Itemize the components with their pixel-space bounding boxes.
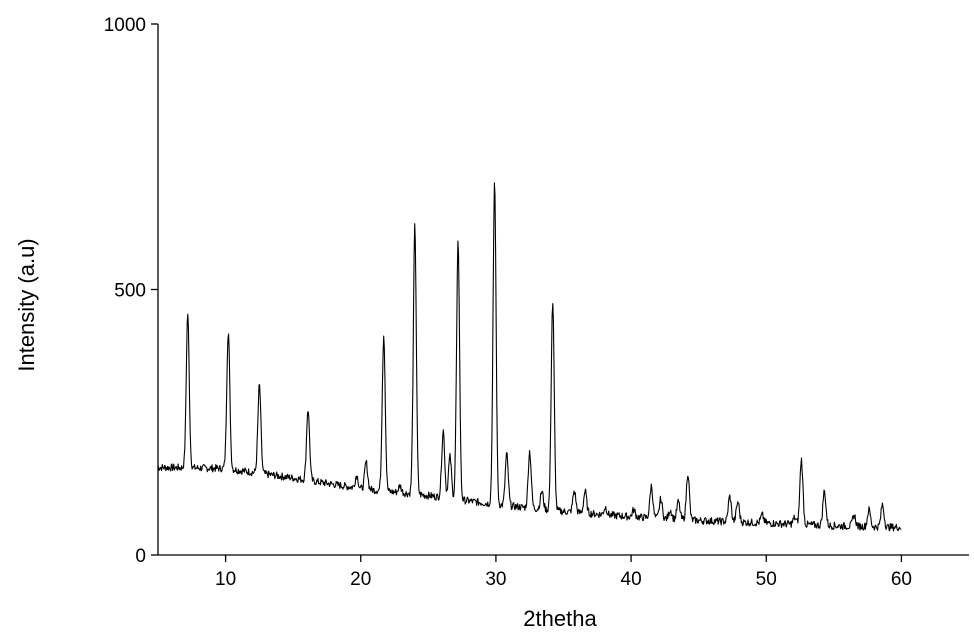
- x-ticks: 10 20 30 40 50 60: [215, 555, 912, 590]
- x-tick-label: 60: [891, 569, 912, 590]
- series-line: [157, 182, 902, 532]
- y-ticks: 0 500 1000: [104, 15, 158, 567]
- x-axis-title: 2thetha: [523, 606, 597, 631]
- y-tick-label: 1000: [104, 15, 146, 36]
- peak-point: [227, 330, 230, 333]
- axes: [157, 24, 969, 556]
- peak-point: [307, 407, 310, 410]
- peak-marks: [186, 182, 884, 520]
- x-tick-label: 20: [350, 569, 371, 590]
- y-tick-label: 0: [135, 546, 146, 567]
- x-tick-label: 50: [756, 569, 777, 590]
- x-tick-label: 30: [485, 569, 506, 590]
- y-axis-title: Intensity (a.u): [14, 238, 39, 371]
- x-tick-label: 10: [215, 569, 236, 590]
- x-tick-label: 40: [621, 569, 642, 590]
- y-tick-label: 500: [114, 281, 146, 302]
- peak-point: [686, 471, 689, 474]
